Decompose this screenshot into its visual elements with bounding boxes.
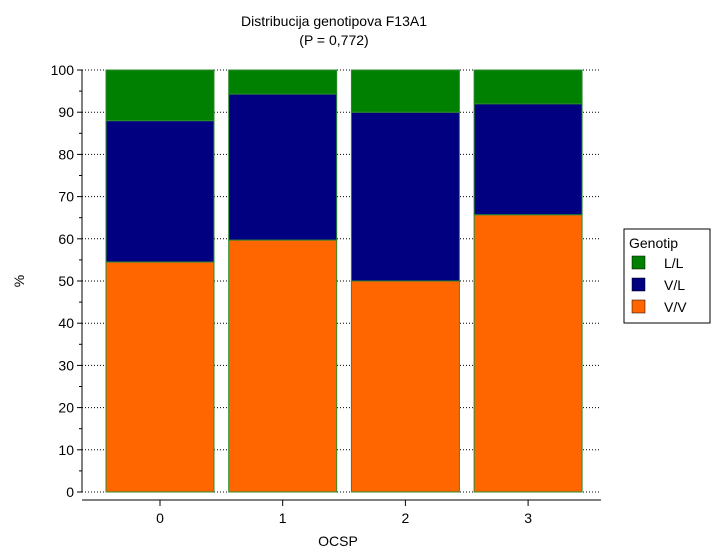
bar-VV-1: [228, 239, 338, 493]
chart-subtitle: (P = 0,772): [299, 32, 368, 48]
y-tick-label: 40: [58, 315, 74, 331]
bar-LL-1: [228, 69, 338, 95]
x-tick-label: 1: [279, 510, 287, 526]
bar-VL-2: [350, 111, 460, 282]
bar-VL-0: [105, 120, 215, 263]
bar-LL-2: [350, 69, 460, 113]
x-axis-label: OCSP: [318, 533, 358, 549]
bar-LL-0: [105, 69, 215, 122]
bar-VV-0: [105, 261, 215, 493]
bar-VL-3: [473, 103, 583, 216]
bar-LL-3: [473, 69, 583, 105]
bar-VV-3: [473, 214, 583, 493]
y-tick-label: 50: [58, 273, 74, 289]
y-tick-label: 100: [51, 62, 75, 78]
y-tick-label: 90: [58, 104, 74, 120]
bar-VV-2: [350, 280, 460, 493]
legend-label: V/L: [664, 277, 685, 293]
x-tick-label: 0: [156, 510, 164, 526]
y-axis: 0 10 20 30 40 50 60 70 80 90 100: [51, 62, 83, 500]
legend-label: V/V: [664, 299, 687, 315]
y-tick-label: 70: [58, 189, 74, 205]
x-axis: 0 1 2 3: [82, 499, 601, 526]
y-tick-label: 20: [58, 400, 74, 416]
y-tick-label: 30: [58, 357, 74, 373]
y-tick-label: 0: [66, 484, 74, 500]
legend: Genotip L/L V/L V/V: [623, 228, 711, 324]
x-tick-label: 2: [402, 510, 410, 526]
x-tick-label: 3: [524, 510, 532, 526]
y-tick-label: 60: [58, 231, 74, 247]
y-tick-label: 80: [58, 146, 74, 162]
legend-swatch: [631, 277, 646, 292]
y-axis-label: %: [11, 275, 27, 287]
bars: [105, 69, 583, 493]
bar-VL-1: [228, 93, 338, 241]
y-tick-label: 10: [58, 442, 74, 458]
legend-label: L/L: [664, 255, 684, 271]
legend-swatch: [631, 255, 646, 270]
legend-swatch: [631, 299, 646, 314]
legend-title: Genotip: [629, 235, 678, 251]
chart-title: Distribucija genotipova F13A1: [241, 13, 427, 29]
